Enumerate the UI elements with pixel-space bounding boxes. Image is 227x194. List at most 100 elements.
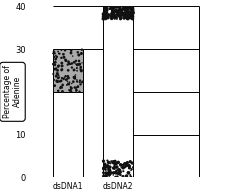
Point	[70, 87, 73, 90]
Point	[128, 14, 131, 17]
Point	[129, 14, 133, 17]
Point	[103, 13, 106, 16]
Point	[64, 75, 67, 78]
Point	[119, 10, 123, 13]
Point	[102, 15, 105, 18]
Point	[110, 7, 114, 10]
Point	[130, 11, 133, 15]
Point	[102, 167, 106, 170]
Point	[104, 10, 108, 13]
Point	[57, 74, 60, 77]
Point	[107, 167, 110, 171]
Point	[103, 11, 106, 14]
Point	[127, 166, 131, 169]
Point	[103, 6, 107, 10]
Point	[114, 15, 118, 18]
Point	[126, 161, 129, 164]
Point	[77, 59, 81, 62]
Point	[114, 172, 117, 175]
Point	[117, 10, 121, 13]
Point	[63, 76, 66, 79]
Point	[118, 11, 121, 14]
Point	[128, 12, 132, 15]
Point	[111, 6, 115, 10]
Point	[124, 5, 128, 8]
Point	[65, 78, 68, 81]
Point	[74, 60, 78, 63]
Bar	[103, 6, 133, 177]
Point	[121, 7, 125, 10]
Point	[109, 162, 112, 165]
Point	[130, 13, 134, 16]
Point	[131, 13, 135, 16]
Point	[122, 5, 126, 8]
Point	[123, 10, 127, 13]
Point	[102, 167, 106, 170]
Point	[120, 5, 124, 8]
Point	[65, 83, 69, 87]
Point	[78, 90, 81, 93]
Point	[67, 76, 70, 80]
Point	[61, 90, 64, 93]
Point	[123, 162, 127, 165]
Point	[53, 84, 56, 87]
Point	[126, 17, 130, 20]
Point	[119, 174, 123, 177]
Point	[111, 173, 115, 177]
Point	[123, 16, 126, 19]
Point	[102, 171, 105, 174]
Point	[108, 170, 112, 173]
Point	[131, 8, 134, 11]
Point	[116, 173, 120, 176]
Point	[113, 10, 117, 13]
Point	[123, 166, 127, 169]
Point	[67, 60, 70, 63]
Point	[122, 163, 125, 166]
Point	[131, 5, 135, 8]
Point	[115, 16, 119, 19]
Point	[60, 68, 64, 71]
Point	[62, 53, 65, 56]
Point	[112, 11, 116, 14]
Point	[115, 17, 119, 20]
Point	[110, 6, 114, 10]
Point	[72, 80, 75, 83]
Point	[52, 50, 56, 53]
Point	[121, 12, 124, 15]
Point	[52, 78, 56, 81]
Point	[64, 58, 67, 61]
Point	[131, 17, 134, 20]
Point	[66, 63, 69, 66]
Point	[63, 49, 67, 52]
Point	[120, 11, 124, 14]
Point	[104, 16, 107, 20]
Point	[131, 160, 135, 164]
Point	[104, 9, 107, 12]
Point	[102, 175, 106, 178]
Point	[114, 9, 118, 12]
Point	[119, 171, 123, 174]
Point	[112, 166, 115, 170]
Point	[114, 176, 117, 179]
Point	[104, 17, 107, 20]
Point	[105, 9, 109, 12]
Point	[111, 10, 114, 13]
Point	[128, 12, 132, 16]
Point	[54, 58, 57, 61]
Point	[128, 166, 131, 170]
Point	[80, 52, 83, 55]
Point	[56, 69, 59, 72]
Point	[104, 12, 107, 15]
Point	[56, 76, 60, 80]
Point	[102, 159, 105, 163]
Point	[59, 85, 63, 88]
Point	[113, 15, 116, 18]
Point	[130, 9, 134, 12]
Point	[107, 169, 111, 172]
Point	[56, 65, 60, 68]
Point	[56, 50, 60, 53]
Point	[74, 74, 77, 77]
Point	[115, 10, 118, 13]
Point	[128, 10, 131, 14]
Point	[131, 9, 135, 12]
